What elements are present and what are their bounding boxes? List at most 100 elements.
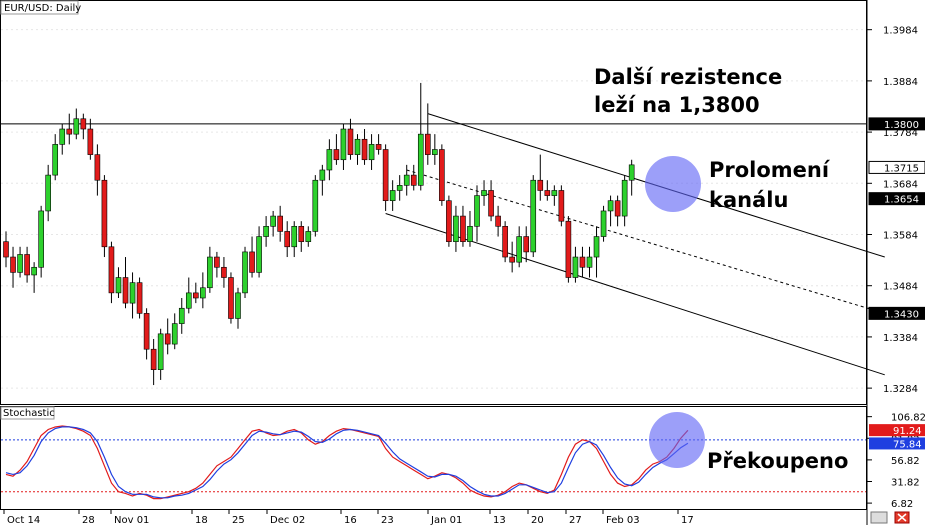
- candle: [460, 205, 466, 247]
- candle: [164, 318, 171, 355]
- channel-middle-line: [406, 169, 885, 314]
- candle: [572, 246, 579, 283]
- candle: [474, 185, 480, 242]
- price-tag-label: 1.3430: [884, 309, 919, 320]
- date-tick-label: 25: [232, 515, 245, 525]
- date-tick-label: Nov 01: [114, 515, 149, 525]
- candle: [193, 282, 199, 304]
- candle: [558, 185, 565, 227]
- candle: [235, 287, 241, 329]
- candle: [396, 175, 403, 201]
- main-label: EUR/USD: Daily: [4, 3, 81, 14]
- date-tick-label: Oct 14: [7, 515, 40, 525]
- scroll-button-icon[interactable]: [870, 511, 888, 524]
- resistance-annotation-line1: Další rezistence: [594, 65, 782, 89]
- date-tick-label: 28: [82, 515, 95, 525]
- candle: [136, 277, 143, 319]
- candle: [207, 246, 213, 293]
- candle: [80, 113, 87, 140]
- candle: [108, 241, 115, 304]
- overbought-highlight: [649, 412, 705, 468]
- price-tick-label: 1.3484: [883, 282, 918, 293]
- price-tick-label: 1.3784: [883, 128, 918, 139]
- candle: [277, 205, 283, 242]
- candle: [214, 251, 220, 278]
- candle: [530, 175, 537, 258]
- date-axis-ticks: Oct 14 28 Nov 01 18 25 Dec 02 16 23 Jan 01 13 20 27…: [3, 509, 694, 525]
- candle: [59, 123, 66, 155]
- stoch-tick-label: 56.82: [891, 456, 920, 467]
- candle: [537, 154, 544, 201]
- candle: [256, 226, 262, 278]
- price-tick-label: 1.3684: [883, 179, 918, 190]
- candle: [305, 226, 312, 247]
- close-icon-mark: [897, 513, 907, 522]
- stoch-tag-box: [869, 424, 925, 437]
- candle: [495, 205, 501, 237]
- price-tick-label: 1.3384: [883, 333, 918, 344]
- stoch-tick-label: 6.82: [891, 499, 913, 510]
- candle: [509, 241, 515, 273]
- candle: [551, 185, 558, 206]
- candle: [150, 338, 157, 386]
- date-tick-label: 16: [344, 515, 357, 525]
- candle: [319, 164, 326, 196]
- date-tick-label: Feb 03: [606, 515, 640, 525]
- price-tags: 1.3800 1.3715 1.3654 1.3430: [868, 117, 925, 320]
- candle: [73, 108, 80, 140]
- candle: [382, 144, 389, 211]
- price-tag-label: 1.3654: [884, 195, 919, 206]
- candles: [3, 82, 635, 386]
- candle: [10, 246, 16, 288]
- price-tag-box: [868, 117, 925, 131]
- price-tag-label: 1.3800: [884, 120, 919, 131]
- candle: [439, 144, 445, 206]
- candle: [291, 221, 298, 258]
- price-tag-box: [868, 160, 925, 174]
- price-tag-label: 1.3715: [884, 163, 919, 174]
- price-tick-label: 1.3884: [883, 77, 918, 88]
- candle: [417, 82, 424, 191]
- candle: [375, 134, 382, 155]
- candle: [347, 118, 354, 160]
- date-tick-label: 17: [681, 515, 694, 525]
- candle: [129, 272, 136, 319]
- candle: [488, 180, 494, 222]
- candle: [17, 246, 23, 278]
- overbought-annotation: Překoupeno: [707, 449, 848, 473]
- candle: [326, 139, 333, 181]
- candle: [333, 134, 340, 165]
- date-tick-label: Jan 01: [430, 515, 462, 525]
- candle: [467, 210, 473, 247]
- candle: [361, 129, 368, 165]
- candle: [614, 195, 621, 227]
- candle: [38, 205, 44, 278]
- price-tick-label: 1.3984: [883, 26, 918, 37]
- date-tick-label: 20: [531, 515, 544, 525]
- candle: [621, 175, 628, 227]
- candle: [600, 205, 607, 242]
- grid: [1, 29, 866, 389]
- stochastic-tags: 91.24 75.84: [869, 424, 925, 450]
- stochastic-d-line: [5, 426, 689, 499]
- price-tick-label: 1.3584: [883, 231, 918, 242]
- date-tick-label: Dec 02: [270, 515, 305, 525]
- stochastic-levels: [1, 439, 866, 493]
- candle: [628, 159, 635, 196]
- stoch-tag-label: 91.24: [893, 426, 922, 437]
- candle: [242, 246, 248, 299]
- candle: [368, 134, 375, 170]
- main-label-box: [0, 0, 79, 15]
- candle: [516, 226, 522, 268]
- candle: [3, 231, 9, 268]
- candle: [185, 277, 192, 314]
- candle: [481, 180, 487, 206]
- candle: [94, 144, 101, 196]
- candle: [52, 134, 59, 181]
- candle: [453, 205, 459, 252]
- candle: [593, 226, 600, 278]
- candle: [607, 195, 614, 227]
- candle: [389, 180, 396, 211]
- candle: [31, 262, 37, 293]
- candle: [270, 210, 276, 237]
